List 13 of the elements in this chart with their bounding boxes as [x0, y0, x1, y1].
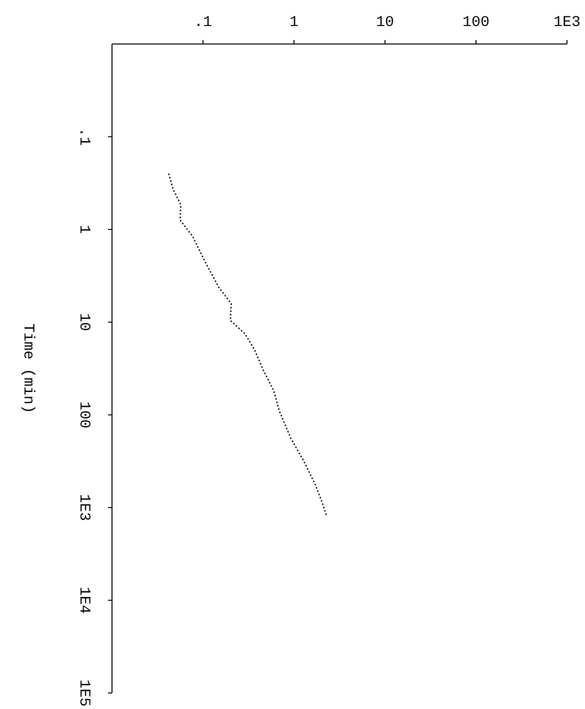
x-tick-label: 100 — [462, 14, 490, 31]
x-tick-label: .1 — [194, 14, 212, 31]
y-tick-label: 100 — [76, 401, 92, 428]
y-tick-label: 1E5 — [76, 679, 92, 707]
y-tick-label: 10 — [76, 313, 92, 332]
x-tick-label: 10 — [376, 14, 394, 31]
y-tick-label: 1E4 — [76, 586, 92, 614]
y-tick-label: .1 — [76, 128, 92, 146]
x-tick-label: 1 — [289, 14, 299, 31]
y-tick-label: 1E3 — [76, 494, 92, 522]
y-tick-label: 1 — [76, 224, 92, 234]
y-axis-title: Time (min) — [20, 323, 37, 414]
x-tick-label: 1E3 — [553, 14, 581, 31]
